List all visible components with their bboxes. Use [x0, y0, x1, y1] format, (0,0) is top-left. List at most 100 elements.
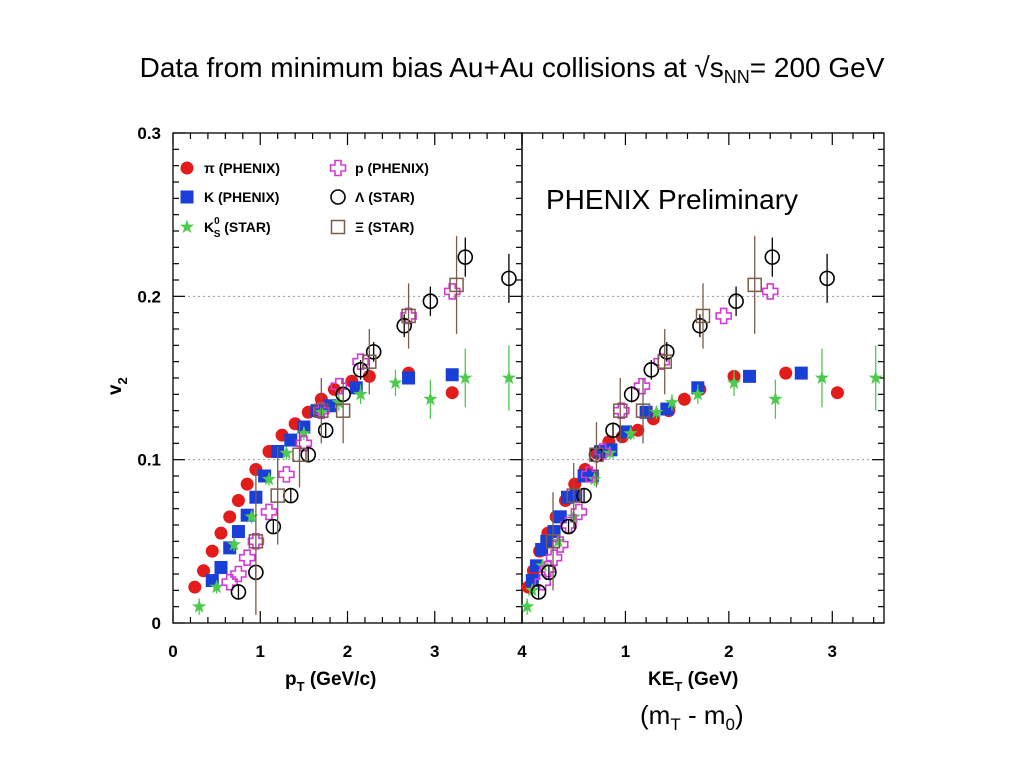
series-p	[534, 283, 779, 591]
data-point	[635, 403, 651, 418]
series-K	[525, 366, 808, 588]
data-point	[445, 386, 459, 400]
x-tick-label: 1	[256, 642, 265, 661]
legend-item-pi: π (PHENIX)	[180, 160, 280, 176]
legend-marker	[180, 190, 194, 204]
data-point	[240, 477, 254, 491]
data-point	[365, 344, 382, 360]
data-point	[520, 599, 535, 613]
x-tick-label: 4	[517, 642, 527, 661]
data-point	[535, 558, 550, 572]
data-point	[589, 447, 604, 463]
data-point	[728, 293, 744, 310]
data-point	[445, 368, 459, 382]
data-point	[244, 509, 259, 523]
series-Xi	[248, 235, 464, 615]
data-point	[261, 471, 277, 486]
data-point	[501, 270, 517, 287]
legend-label: π (PHENIX)	[204, 160, 280, 176]
data-point	[764, 249, 781, 265]
data-point	[580, 466, 598, 483]
legend-marker	[180, 161, 194, 175]
data-point	[313, 402, 330, 419]
footnote-label: (mT - m0)	[640, 700, 744, 735]
series-Lambda	[530, 237, 835, 600]
data-point	[230, 565, 247, 583]
data-point	[388, 375, 403, 389]
x-tick-label: 0	[168, 642, 177, 661]
legend: π (PHENIX) K (PHENIX) K0 S (STAR) p (PHENIX)…	[179, 159, 429, 240]
data-point	[323, 399, 337, 413]
y-tick-label: 0.1	[137, 451, 161, 470]
data-point	[248, 534, 264, 549]
data-point	[353, 386, 368, 401]
data-point	[649, 404, 664, 419]
data-point	[214, 526, 228, 540]
data-point	[819, 270, 835, 287]
data-point	[443, 283, 461, 300]
data-point	[295, 435, 313, 452]
data-point	[238, 549, 256, 566]
data-point	[314, 403, 329, 418]
data-point	[192, 599, 207, 613]
data-point	[747, 277, 762, 293]
data-point	[205, 544, 219, 558]
title-subscript: NN	[723, 67, 750, 87]
data-point	[221, 573, 239, 591]
data-point	[814, 370, 830, 385]
data-point	[362, 354, 377, 369]
y-tick-label: 0.2	[137, 287, 161, 306]
data-point	[396, 317, 413, 334]
data-point	[330, 377, 348, 395]
data-point	[335, 403, 351, 418]
data-point	[677, 392, 691, 406]
title-tail: = 200 GeV	[749, 52, 885, 83]
series-p	[221, 283, 461, 591]
data-point	[545, 534, 561, 549]
footnote-c: )	[734, 700, 744, 730]
title-main: Data from minimum bias Au+Au collisions …	[139, 52, 724, 83]
data-point	[576, 487, 592, 504]
phenix-preliminary-label: PHENIX Preliminary	[546, 184, 798, 215]
data-point	[830, 386, 844, 400]
data-point	[779, 366, 793, 380]
legend-item-K0s: K0 S (STAR)	[179, 216, 271, 240]
legend-marker	[330, 189, 346, 205]
data-point	[401, 308, 416, 324]
data-point	[247, 533, 265, 550]
data-point	[761, 283, 779, 300]
data-point	[270, 488, 285, 503]
data-point	[209, 579, 224, 594]
data-point	[284, 433, 298, 447]
legend-label: p (PHENIX)	[355, 160, 429, 176]
data-point	[197, 564, 211, 578]
data-point	[690, 386, 705, 401]
data-point	[300, 446, 317, 463]
data-point	[560, 518, 577, 535]
data-point	[331, 395, 346, 409]
data-point	[260, 503, 278, 521]
data-point	[457, 249, 474, 265]
data-point	[726, 375, 742, 389]
y-axis-label: v2	[105, 377, 130, 395]
data-point	[449, 277, 464, 293]
data-point	[643, 362, 660, 378]
legend-marker	[330, 219, 346, 235]
legend-label: K (PHENIX)	[204, 189, 279, 205]
data-point	[715, 307, 732, 325]
x-tick-label: 3	[430, 642, 439, 661]
data-point	[530, 584, 547, 600]
data-point	[623, 386, 640, 403]
data-point	[279, 445, 294, 460]
legend-label: Ξ (STAR)	[355, 219, 414, 235]
data-point	[278, 466, 295, 483]
x-axis-label: KET (GeV)	[648, 669, 738, 694]
data-point	[657, 354, 672, 369]
data-point	[423, 391, 438, 406]
data-point	[566, 488, 581, 503]
data-point	[587, 471, 602, 486]
data-point	[231, 494, 245, 507]
data-point	[569, 489, 583, 503]
data-point	[226, 537, 242, 551]
